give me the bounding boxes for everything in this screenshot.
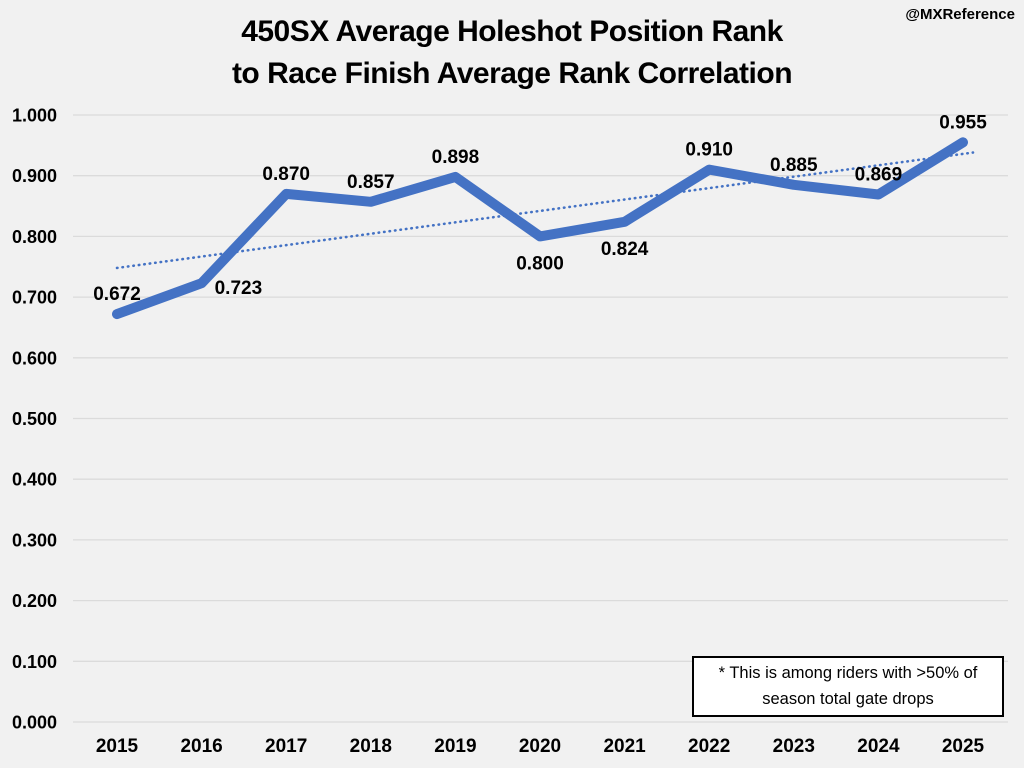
y-axis-tick-label: 0.500 [12, 409, 57, 429]
data-series-line [112, 137, 968, 320]
y-axis-tick-label: 0.000 [12, 713, 57, 733]
trend-line [115, 151, 975, 270]
chart-title: 450SX Average Holeshot Position Rank to … [0, 11, 1024, 95]
data-point-label: 0.800 [516, 253, 564, 274]
x-axis-tick-label: 2021 [603, 736, 646, 757]
x-axis-tick-label: 2015 [96, 736, 139, 757]
x-axis-tick-label: 2023 [773, 736, 815, 757]
data-point-label: 0.898 [432, 147, 480, 168]
annotation-line1: * This is among riders with >50% of [718, 663, 978, 682]
data-point-label: 0.870 [262, 164, 310, 185]
watermark: @MXReference [905, 6, 1015, 23]
y-axis-tick-label: 0.200 [12, 591, 57, 611]
x-axis-tick-label: 2022 [688, 736, 730, 757]
x-axis-tick-label: 2017 [265, 736, 307, 757]
chart-title-line2: to Race Finish Average Rank Correlation [231, 57, 793, 90]
data-point-label: 0.824 [601, 239, 649, 260]
x-axis-tick-label: 2018 [350, 736, 392, 757]
annotation-line2: season total gate drops [762, 689, 934, 708]
data-point-label: 0.857 [347, 172, 395, 193]
data-point-label: 0.672 [93, 284, 141, 305]
data-point-label: 0.885 [770, 155, 818, 176]
y-axis-tick-label: 0.700 [12, 288, 57, 308]
annotation-box: * This is among riders with >50% of seas… [692, 656, 1004, 717]
y-axis-tick-label: 0.300 [12, 530, 57, 550]
data-point-label: 0.955 [939, 112, 987, 133]
y-axis-tick-label: 1.000 [12, 106, 57, 126]
data-point-label: 0.869 [855, 165, 903, 186]
x-axis-tick-label: 2020 [519, 736, 561, 757]
chart-title-line1: 450SX Average Holeshot Position Rank [241, 15, 783, 48]
x-axis-tick-label: 2019 [434, 736, 476, 757]
data-point-label: 0.910 [685, 140, 733, 161]
x-axis-tick-label: 2024 [857, 736, 900, 757]
x-axis-tick-label: 2025 [942, 736, 985, 757]
y-axis-tick-label: 0.600 [12, 348, 57, 368]
y-axis-tick-label: 0.400 [12, 470, 57, 490]
y-axis-tick-label: 0.100 [12, 652, 57, 672]
y-axis-tick-label: 0.900 [12, 166, 57, 186]
x-axis-tick-label: 2016 [180, 736, 222, 757]
y-axis-tick-label: 0.800 [12, 227, 57, 247]
data-point-label: 0.723 [215, 278, 263, 299]
